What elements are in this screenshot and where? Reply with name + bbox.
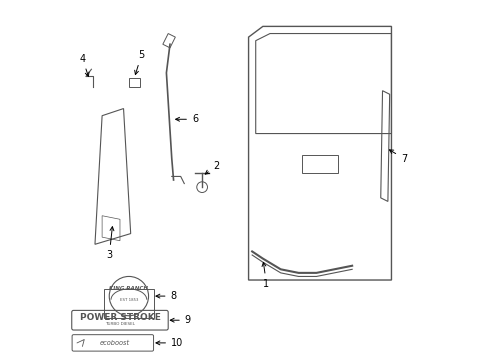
Text: 7: 7	[390, 150, 407, 163]
Text: 10: 10	[156, 338, 183, 348]
Text: ecoboost: ecoboost	[100, 340, 130, 346]
Text: 3: 3	[106, 227, 114, 260]
Text: TURBO DIESEL: TURBO DIESEL	[105, 322, 135, 326]
Text: 8: 8	[156, 291, 176, 301]
Text: POWER STROKE: POWER STROKE	[79, 313, 160, 322]
Bar	[129, 78, 140, 87]
Text: 1: 1	[262, 262, 270, 289]
Text: 6: 6	[175, 114, 198, 124]
Text: 2: 2	[205, 161, 220, 174]
Text: 5: 5	[135, 50, 145, 75]
Text: KING RANCH: KING RANCH	[109, 287, 148, 292]
Text: 9: 9	[170, 315, 191, 325]
Text: 4: 4	[79, 54, 89, 76]
Text: EST 1853: EST 1853	[120, 298, 138, 302]
Bar	[302, 155, 338, 173]
